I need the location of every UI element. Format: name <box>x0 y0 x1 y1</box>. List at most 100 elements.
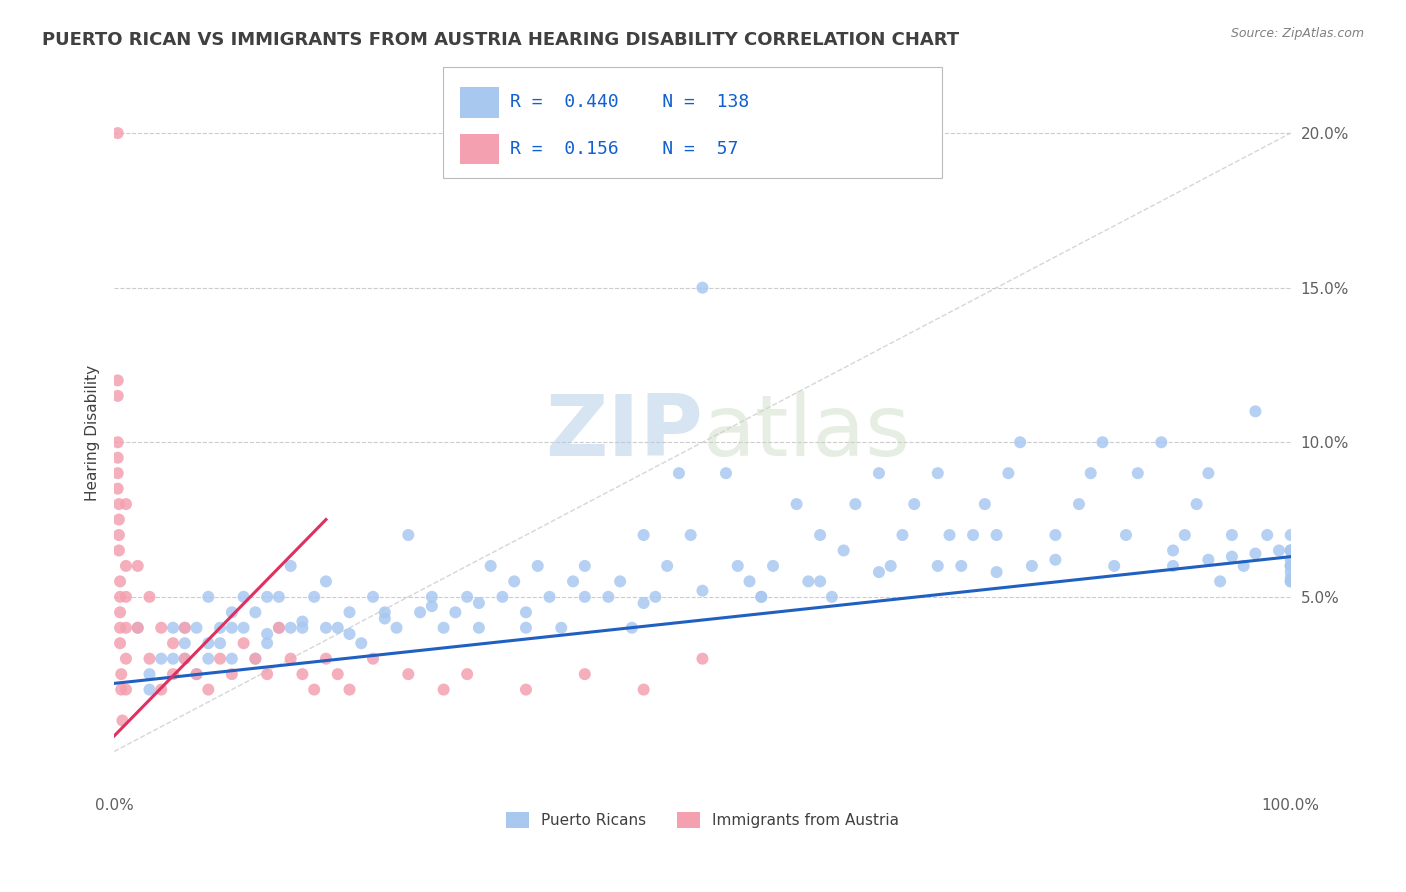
Point <box>479 558 502 573</box>
Point <box>609 574 631 589</box>
Point <box>1197 466 1219 480</box>
Point <box>598 590 620 604</box>
Point <box>973 497 995 511</box>
Point <box>692 281 714 295</box>
Point <box>1244 404 1267 418</box>
Point <box>162 667 184 681</box>
Point <box>844 497 866 511</box>
Text: PUERTO RICAN VS IMMIGRANTS FROM AUSTRIA HEARING DISABILITY CORRELATION CHART: PUERTO RICAN VS IMMIGRANTS FROM AUSTRIA … <box>42 31 959 49</box>
Point <box>1126 466 1149 480</box>
Point <box>186 667 208 681</box>
Point <box>433 621 456 635</box>
Point <box>107 482 129 496</box>
Point <box>880 558 903 573</box>
Legend: Puerto Ricans, Immigrants from Austria: Puerto Ricans, Immigrants from Austria <box>501 806 905 834</box>
Point <box>108 605 131 619</box>
Point <box>110 667 132 681</box>
Point <box>221 651 243 665</box>
Point <box>1279 528 1302 542</box>
Point <box>620 621 643 635</box>
Point <box>115 590 138 604</box>
Point <box>1021 558 1043 573</box>
Point <box>986 528 1008 542</box>
Point <box>138 651 160 665</box>
Point <box>1279 558 1302 573</box>
Point <box>692 583 714 598</box>
Point <box>138 590 160 604</box>
Point <box>339 682 361 697</box>
Point <box>832 543 855 558</box>
Point <box>173 651 195 665</box>
Point <box>162 621 184 635</box>
Text: atlas: atlas <box>703 392 911 475</box>
Point <box>456 590 478 604</box>
Point <box>1279 553 1302 567</box>
Point <box>1279 574 1302 589</box>
Point <box>986 565 1008 579</box>
Point <box>339 605 361 619</box>
Point <box>350 636 373 650</box>
Point <box>150 621 173 635</box>
Point <box>1067 497 1090 511</box>
Point <box>456 667 478 681</box>
Point <box>267 621 290 635</box>
Point <box>1045 528 1067 542</box>
Point <box>315 651 337 665</box>
Point <box>280 621 302 635</box>
Point <box>108 497 131 511</box>
Point <box>209 636 232 650</box>
Point <box>232 590 254 604</box>
Point <box>574 558 596 573</box>
Point <box>1279 574 1302 589</box>
Point <box>1256 528 1278 542</box>
Point <box>1174 528 1197 542</box>
Point <box>891 528 914 542</box>
Point <box>115 682 138 697</box>
Point <box>1161 543 1184 558</box>
Point <box>633 528 655 542</box>
Point <box>256 627 278 641</box>
Text: ZIP: ZIP <box>544 392 703 475</box>
Point <box>433 682 456 697</box>
Point <box>173 621 195 635</box>
Point <box>420 599 443 614</box>
Point <box>927 466 949 480</box>
Point <box>186 621 208 635</box>
Point <box>115 558 138 573</box>
Point <box>115 621 138 635</box>
Point <box>1197 553 1219 567</box>
Text: R =  0.440    N =  138: R = 0.440 N = 138 <box>510 93 749 111</box>
Point <box>644 590 666 604</box>
Point <box>1279 558 1302 573</box>
Point <box>562 574 585 589</box>
Point <box>127 621 149 635</box>
Point <box>339 627 361 641</box>
Point <box>127 621 149 635</box>
Point <box>396 528 419 542</box>
Point <box>1209 574 1232 589</box>
Point <box>138 667 160 681</box>
Point <box>468 596 491 610</box>
Point <box>633 596 655 610</box>
Point <box>280 558 302 573</box>
Point <box>1080 466 1102 480</box>
Point <box>256 667 278 681</box>
Point <box>107 450 129 465</box>
Point <box>1220 528 1243 542</box>
Point <box>962 528 984 542</box>
Point <box>515 682 537 697</box>
Point <box>515 621 537 635</box>
Point <box>245 605 267 619</box>
Point <box>197 651 219 665</box>
Point <box>108 528 131 542</box>
Point <box>115 651 138 665</box>
Point <box>668 466 690 480</box>
Point <box>538 590 561 604</box>
Point <box>245 651 267 665</box>
Point <box>209 621 232 635</box>
Point <box>491 590 513 604</box>
Point <box>997 466 1019 480</box>
Point <box>245 651 267 665</box>
Point <box>1233 558 1256 573</box>
Point <box>468 621 491 635</box>
